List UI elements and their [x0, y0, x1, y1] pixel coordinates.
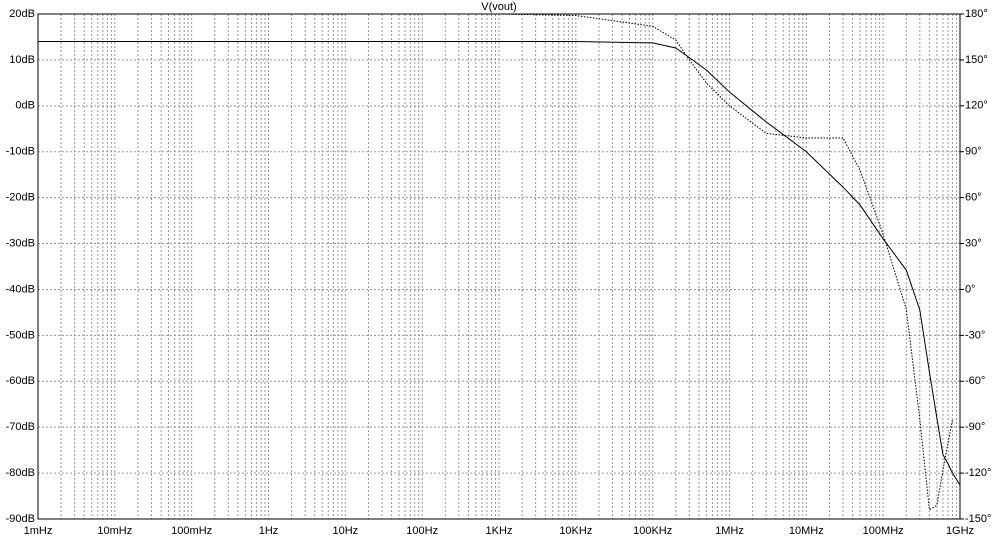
x-tick-label: 100MHz [863, 525, 904, 537]
y2-tick-label: 150° [965, 54, 988, 66]
magnitude-line [38, 41, 961, 486]
y-tick-label: -90dB [6, 513, 35, 525]
phase-line [38, 13, 954, 511]
y-tick-label: -80dB [6, 467, 35, 479]
y-tick-label: 0dB [15, 100, 35, 112]
x-tick-label: 1GHz [946, 525, 974, 537]
y-tick-label: 10dB [9, 54, 35, 66]
x-tick-label: 1MHz [715, 525, 744, 537]
x-tick-label: 1mHz [24, 525, 53, 537]
y-tick-label: -30dB [6, 237, 35, 249]
y2-tick-label: -30° [965, 329, 985, 341]
chart-title: V(vout) [481, 1, 516, 13]
y2-tick-label: 180° [965, 8, 988, 20]
y-tick-label: -10dB [6, 146, 35, 158]
y-tick-label: 20dB [9, 8, 35, 20]
x-tick-label: 10MHz [789, 525, 824, 537]
x-tick-label: 10KHz [559, 525, 592, 537]
y2-tick-label: 120° [965, 100, 988, 112]
y2-tick-label: -120° [965, 467, 991, 479]
y2-tick-label: -60° [965, 375, 985, 387]
x-tick-label: 10mHz [97, 525, 132, 537]
y-tick-label: -60dB [6, 375, 35, 387]
y-tick-label: -70dB [6, 421, 35, 433]
y2-tick-label: -90° [965, 421, 985, 433]
x-tick-label: 100Hz [406, 525, 438, 537]
x-tick-label: 10Hz [332, 525, 358, 537]
y2-tick-label: 30° [965, 237, 982, 249]
x-tick-label: 1KHz [486, 525, 513, 537]
x-tick-label: 100mHz [171, 525, 212, 537]
y2-tick-label: 60° [965, 192, 982, 204]
y2-tick-label: -150° [965, 513, 991, 525]
y2-tick-label: 90° [965, 146, 982, 158]
y2-tick-label: 0° [965, 283, 976, 295]
y-tick-label: -20dB [6, 192, 35, 204]
plot-frame [37, 13, 961, 520]
y-tick-label: -50dB [6, 329, 35, 341]
y-tick-label: -40dB [6, 283, 35, 295]
x-tick-label: 1Hz [259, 525, 279, 537]
x-tick-label: 100KHz [633, 525, 672, 537]
